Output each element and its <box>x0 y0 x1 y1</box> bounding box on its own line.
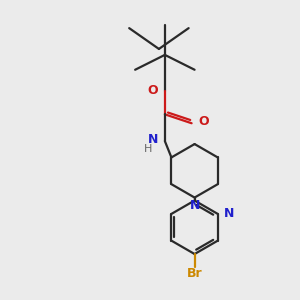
Text: N: N <box>189 199 200 212</box>
Text: N: N <box>224 207 235 220</box>
Text: N: N <box>148 133 158 146</box>
Text: O: O <box>198 115 209 128</box>
Text: Br: Br <box>187 267 203 280</box>
Text: H: H <box>143 143 152 154</box>
Text: O: O <box>148 84 158 97</box>
